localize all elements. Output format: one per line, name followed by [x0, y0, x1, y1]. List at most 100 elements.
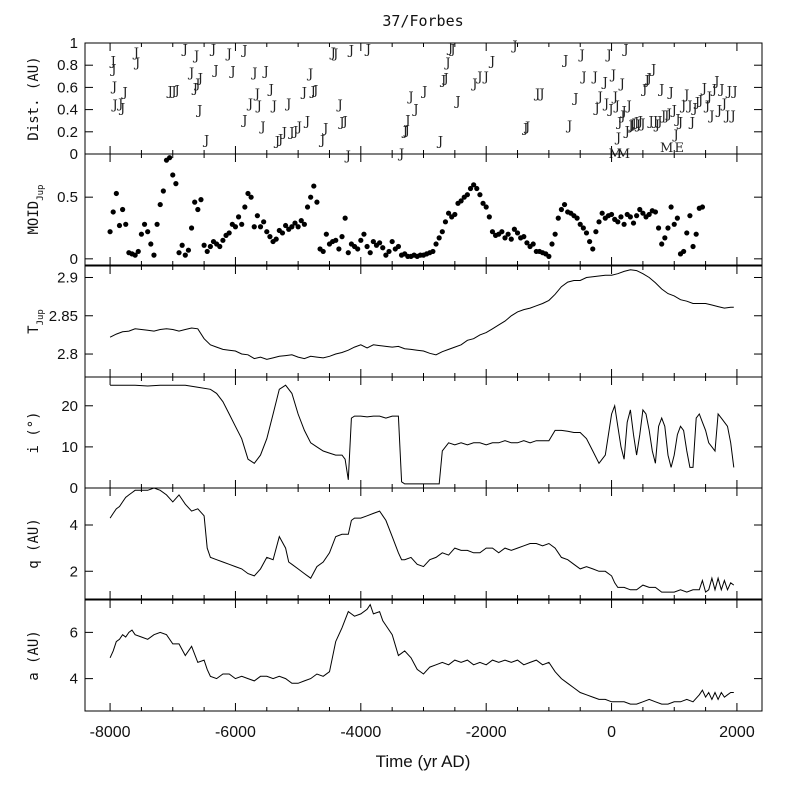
encounter-marker: J — [240, 44, 247, 59]
y-axis-label: TJup — [26, 309, 46, 334]
encounter-marker: J — [401, 125, 408, 140]
moid-point — [596, 219, 602, 225]
encounter-marker: J — [321, 121, 328, 136]
encounter-marker: J — [470, 77, 477, 92]
moid-point — [336, 246, 342, 252]
moid-point — [282, 222, 289, 229]
moid-point — [474, 185, 480, 192]
moid-point — [226, 230, 232, 236]
moid-point — [311, 183, 317, 189]
moid-point — [499, 229, 505, 235]
moid-point — [364, 243, 370, 250]
moid-point — [264, 229, 270, 235]
encounter-marker: J — [291, 125, 298, 140]
moid-point — [467, 185, 474, 192]
encounter-marker: J — [443, 56, 450, 71]
encounter-marker: J — [579, 70, 586, 85]
encounter-marker: J — [270, 99, 277, 114]
y-tick-label: 2 — [70, 563, 78, 580]
y-tick-label: 4 — [70, 517, 78, 534]
moid-point — [546, 253, 552, 259]
y-tick-label: 2.85 — [49, 308, 78, 325]
moid-point — [640, 210, 646, 216]
moid-point — [145, 229, 151, 235]
moid-point — [176, 250, 182, 256]
encounter-marker: J — [693, 96, 700, 111]
encounter-marker: J — [621, 42, 628, 57]
moid-point — [583, 230, 590, 236]
encounter-marker: J — [240, 113, 247, 128]
encounter-marker: J — [611, 90, 618, 105]
y-axis-label-subscript: Jup — [36, 309, 46, 325]
moid-point — [289, 224, 295, 230]
panel-tisserand: 2.8 2.85 2.9 TJup — [26, 265, 763, 378]
encounter-marker: J — [703, 99, 710, 114]
encounter-marker: J — [700, 81, 707, 96]
moid-point — [436, 235, 442, 241]
encounter-marker: J — [561, 54, 568, 69]
moid-point — [480, 200, 486, 206]
moid-point — [577, 221, 583, 227]
moid-point — [345, 250, 351, 256]
y-tick-label: 20 — [61, 398, 78, 415]
encounter-marker: J — [406, 90, 413, 105]
moid-point — [358, 237, 364, 243]
y-tick-label: 0.8 — [57, 57, 78, 74]
y-tick-label: 0 — [70, 480, 78, 497]
encounter-marker: J — [344, 149, 351, 164]
encounter-marker: J — [364, 42, 371, 57]
y-tick-label: 1 — [70, 35, 78, 52]
moid-point — [608, 211, 615, 218]
moid-point — [298, 218, 304, 224]
encounter-marker: J — [121, 86, 128, 101]
encounter-marker: J — [280, 126, 287, 141]
panel-frame — [84, 153, 763, 266]
encounter-marker: J — [593, 101, 600, 116]
encounter-marker: J — [133, 56, 140, 71]
panel-frame — [84, 376, 763, 489]
moid-point — [204, 248, 210, 255]
y-axis-label: i (°) — [26, 411, 42, 453]
encounter-marker: J — [577, 48, 584, 63]
moid-point — [170, 172, 176, 178]
moid-point — [295, 224, 301, 230]
encounter-marker: J — [666, 86, 673, 101]
encounter-marker: J — [250, 66, 257, 81]
encounter-marker: J — [624, 99, 631, 114]
encounter-marker: J — [262, 65, 269, 80]
encounter-marker: J — [246, 97, 253, 112]
moid-point — [339, 234, 345, 240]
encounter-marker: J — [615, 116, 622, 131]
moid-point — [615, 219, 621, 225]
encounter-marker: J — [109, 62, 116, 77]
moid-point — [120, 206, 126, 213]
encounter-marker: J — [347, 44, 354, 59]
moid-point — [167, 155, 173, 161]
moid-point — [552, 231, 558, 237]
moid-point — [157, 201, 163, 208]
moid-point — [135, 248, 141, 255]
encounter-marker: J — [696, 94, 703, 109]
moid-point — [188, 225, 195, 231]
moid-point — [333, 237, 339, 243]
moid-point — [107, 229, 113, 235]
moid-point — [192, 199, 198, 205]
encounter-marker: J — [403, 123, 410, 138]
encounter-marker: J — [521, 121, 528, 136]
moid-point — [489, 229, 496, 235]
moid-point — [524, 240, 530, 246]
panel-frame — [84, 599, 763, 712]
encounter-marker: J — [657, 82, 664, 97]
moid-point — [681, 248, 687, 255]
moid-point — [195, 206, 201, 213]
encounter-marker: J — [482, 70, 489, 85]
moid-point — [630, 220, 637, 226]
encounter-marker: J — [225, 47, 232, 62]
moid-point — [464, 192, 470, 198]
encounter-marker: J — [638, 117, 645, 132]
encounter-marker: J — [602, 97, 609, 112]
moid-point — [248, 194, 254, 200]
encounter-marker: J — [195, 103, 202, 118]
moid-point — [561, 201, 568, 208]
encounter-marker: J — [309, 85, 316, 100]
